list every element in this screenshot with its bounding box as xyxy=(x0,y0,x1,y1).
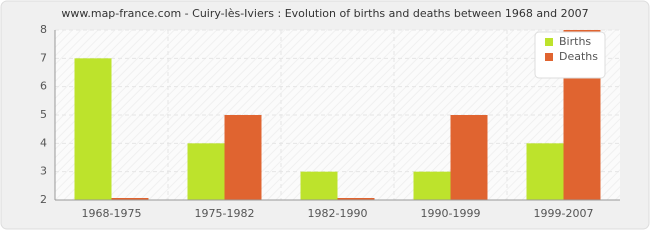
x-tick-label: 1990-1999 xyxy=(421,207,481,220)
y-tick-label: 6 xyxy=(40,80,47,93)
bar xyxy=(224,115,262,200)
x-tick-label: 1975-1982 xyxy=(195,207,255,220)
legend-label: Deaths xyxy=(559,50,598,63)
y-tick-label: 3 xyxy=(40,165,47,178)
x-tick-label: 1968-1975 xyxy=(82,207,142,220)
y-tick-label: 5 xyxy=(40,108,47,121)
bar xyxy=(187,143,225,200)
legend-swatch xyxy=(545,53,553,61)
bar xyxy=(111,198,149,200)
y-tick-label: 7 xyxy=(40,51,47,64)
bar xyxy=(413,171,451,200)
chart: www.map-france.com - Cuiry-lès-Iviers : … xyxy=(0,0,650,230)
x-tick-label: 1982-1990 xyxy=(308,207,368,220)
bar xyxy=(337,198,375,200)
bar xyxy=(74,58,112,201)
y-tick-label: 2 xyxy=(40,193,47,206)
y-tick-label: 4 xyxy=(40,136,47,149)
legend-label: Births xyxy=(559,35,591,48)
legend-swatch xyxy=(545,38,553,46)
x-tick-label: 1999-2007 xyxy=(534,207,594,220)
bar xyxy=(450,115,488,200)
y-tick-label: 8 xyxy=(40,23,47,36)
bar xyxy=(300,171,338,200)
bar xyxy=(526,143,564,200)
chart-title: www.map-france.com - Cuiry-lès-Iviers : … xyxy=(61,7,588,20)
